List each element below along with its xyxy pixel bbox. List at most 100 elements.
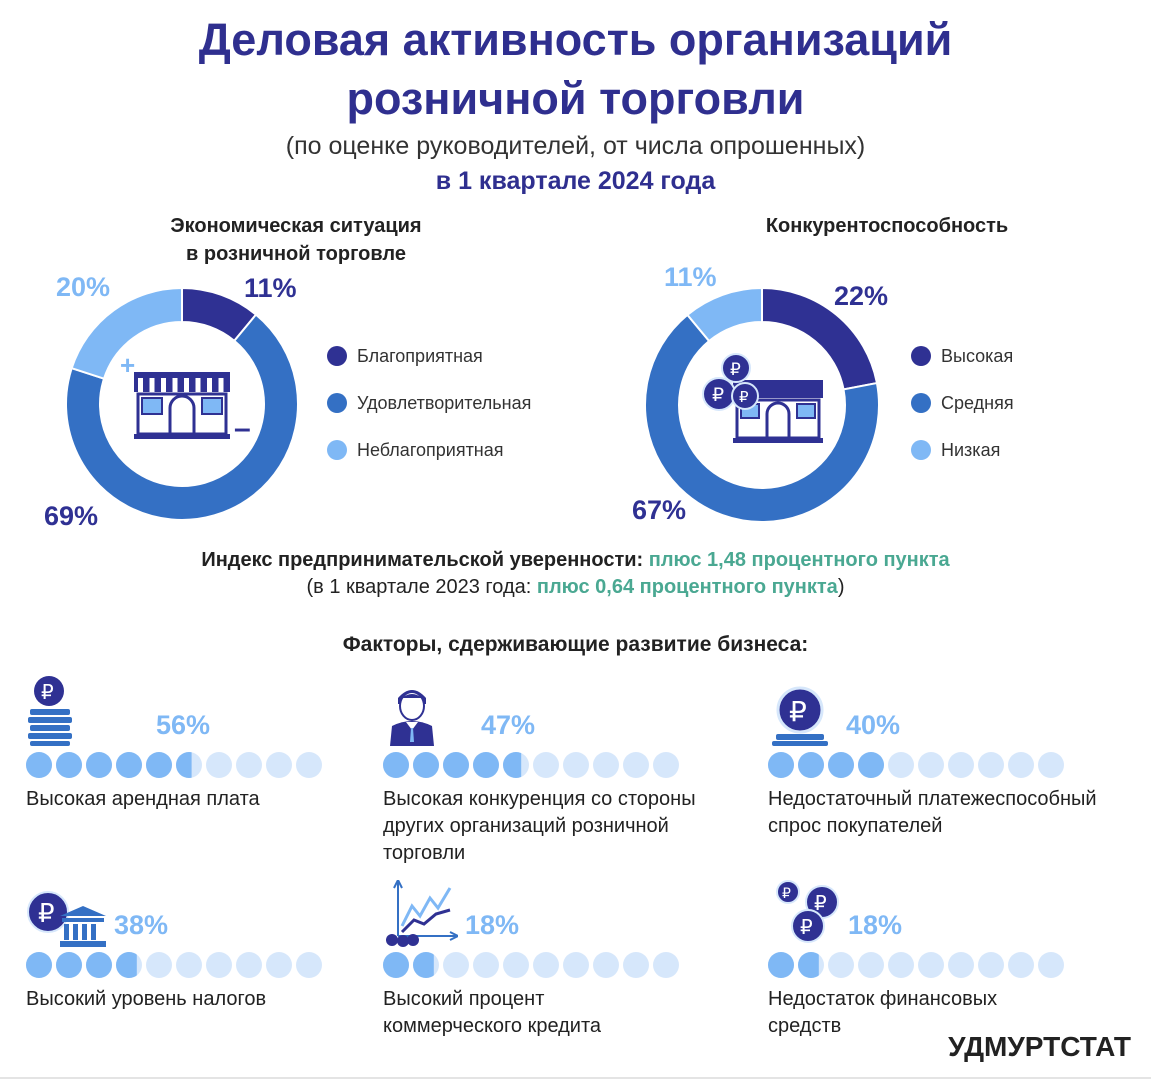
factor-label-line: спрос покупателей <box>768 815 943 837</box>
factor-dot <box>503 952 529 978</box>
legend-text: Высокая <box>941 346 1014 366</box>
factor-dot-filled <box>86 752 112 778</box>
factor-dot <box>473 952 499 978</box>
factor-dot-filled <box>116 952 137 978</box>
factor-percent: 56% <box>156 710 211 740</box>
chart2-label-medium: 67% <box>632 495 687 525</box>
index-prev-close: ) <box>837 576 845 598</box>
factor-dot <box>623 752 649 778</box>
factor-dot-filled <box>383 752 409 778</box>
svg-text:₽: ₽ <box>38 899 55 929</box>
chart2-legend-high: Высокая <box>911 344 1013 368</box>
slice-unfavorable <box>70 288 183 380</box>
plus-sign-icon: + <box>120 350 135 380</box>
factor-dot-filled <box>86 952 112 978</box>
legend-dot-dark <box>327 346 347 366</box>
factors-title: Факторы, сдерживающие развитие бизнеса: <box>342 633 809 656</box>
legend-text: Благоприятная <box>357 346 483 366</box>
factor-dot-filled <box>828 752 854 778</box>
factor-dot <box>653 752 679 778</box>
chart1-legend-favorable: Благоприятная <box>327 344 483 368</box>
taxes-building-icon: ₽ <box>27 891 106 947</box>
factor-dot <box>533 952 559 978</box>
chart1-slices <box>66 288 298 520</box>
factor-dots <box>383 752 679 778</box>
ruble-coins-icon: ₽ ₽ ₽ <box>776 880 839 943</box>
legend-dot-light <box>327 440 347 460</box>
factor-dot <box>858 952 884 978</box>
chart1-label-satisfactory: 69% <box>44 501 99 531</box>
factor-label-line: Высокая конкуренция со стороны <box>383 788 696 810</box>
chart1-legend-satisfactory: Удовлетворительная <box>327 391 531 415</box>
legend-dot-light <box>911 440 931 460</box>
confidence-index: Индекс предпринимательской уверенности: … <box>0 549 1151 572</box>
factor-dot <box>978 752 1004 778</box>
slice-low <box>686 288 763 343</box>
svg-text:₽: ₽ <box>41 680 54 704</box>
factor-dot <box>918 752 944 778</box>
factor-dots <box>383 952 679 978</box>
factor-dot <box>948 952 974 978</box>
chart2-legend-low: Низкая <box>911 438 1000 462</box>
factor-dot <box>653 952 679 978</box>
chart1-title: Экономическая ситуация в розничной торго… <box>146 212 446 268</box>
factor-dot <box>978 952 1004 978</box>
factor-label-line: других организаций розничной <box>383 815 669 837</box>
factor-label: Недостаточный платежеспособный спрос поку… <box>768 786 1138 840</box>
factor-dot-filled <box>56 952 82 978</box>
factor-dot <box>146 952 172 978</box>
factor-dot <box>563 952 589 978</box>
factor-label: Высокий уровень налогов <box>26 986 396 1013</box>
chart1-title-line1: Экономическая ситуация <box>170 215 422 237</box>
factor-label-line: средств <box>768 1015 842 1037</box>
page-title-line1: Деловая активность организаций <box>198 14 953 65</box>
factor-dot <box>236 752 262 778</box>
bottom-divider <box>0 1077 1151 1079</box>
factor-dot <box>888 752 914 778</box>
factor-dots <box>768 752 1064 778</box>
factor-dot-filled <box>26 752 52 778</box>
factor-label-line: коммерческого кредита <box>383 1015 602 1037</box>
index-prev-label: (в 1 квартале 2023 года: <box>306 576 537 598</box>
growth-chart-icon <box>386 880 458 947</box>
factor-dot-filled <box>768 752 794 778</box>
chart1-donut: + – <box>66 288 298 520</box>
store-icon <box>134 372 230 439</box>
coin-on-bills-icon: ₽ <box>772 686 828 746</box>
factor-dot-filled <box>26 952 52 978</box>
factor-dot <box>918 952 944 978</box>
factor-dot-filled <box>116 752 142 778</box>
factor-label: Недостаток финансовых средств <box>768 986 1138 1040</box>
factor-label: Высокая арендная плата <box>26 786 396 813</box>
minus-sign-icon: – <box>234 412 251 445</box>
factor-dot <box>593 952 619 978</box>
factor-dot-filled <box>176 752 192 778</box>
legend-dot-dark <box>911 346 931 366</box>
legend-text: Средняя <box>941 393 1014 413</box>
confidence-index-prev: (в 1 квартале 2023 года: плюс 0,64 проце… <box>0 576 1151 599</box>
chart2-label-low: 11% <box>664 262 717 292</box>
factor-percent: 38% <box>114 910 169 940</box>
chart2-legend-medium: Средняя <box>911 391 1014 415</box>
svg-text:₽: ₽ <box>789 695 807 728</box>
factor-dot-filled <box>443 752 469 778</box>
factor-dot <box>296 752 322 778</box>
businessman-icon <box>390 690 434 746</box>
factor-percent: 47% <box>481 710 536 740</box>
chart2-title: Конкурентоспособность <box>765 215 1009 237</box>
ruble-coins-icon: ₽ ₽ ₽ <box>702 353 759 411</box>
factor-dot <box>593 752 619 778</box>
factor-dots <box>768 952 1064 978</box>
factor-dot <box>176 952 202 978</box>
legend-text: Неблагоприятная <box>357 440 504 460</box>
legend-text: Низкая <box>941 440 1001 460</box>
factor-dot <box>1008 752 1034 778</box>
legend-text: Удовлетворительная <box>357 393 532 413</box>
factor-dot <box>828 952 854 978</box>
chart1-legend-unfavorable: Неблагоприятная <box>327 438 504 462</box>
factor-label-line: Недостаточный платежеспособный <box>768 788 1097 810</box>
chart2-slices <box>645 288 879 522</box>
factor-dot <box>948 752 974 778</box>
factor-dot-filled <box>146 752 172 778</box>
factor-dot-filled <box>413 752 439 778</box>
